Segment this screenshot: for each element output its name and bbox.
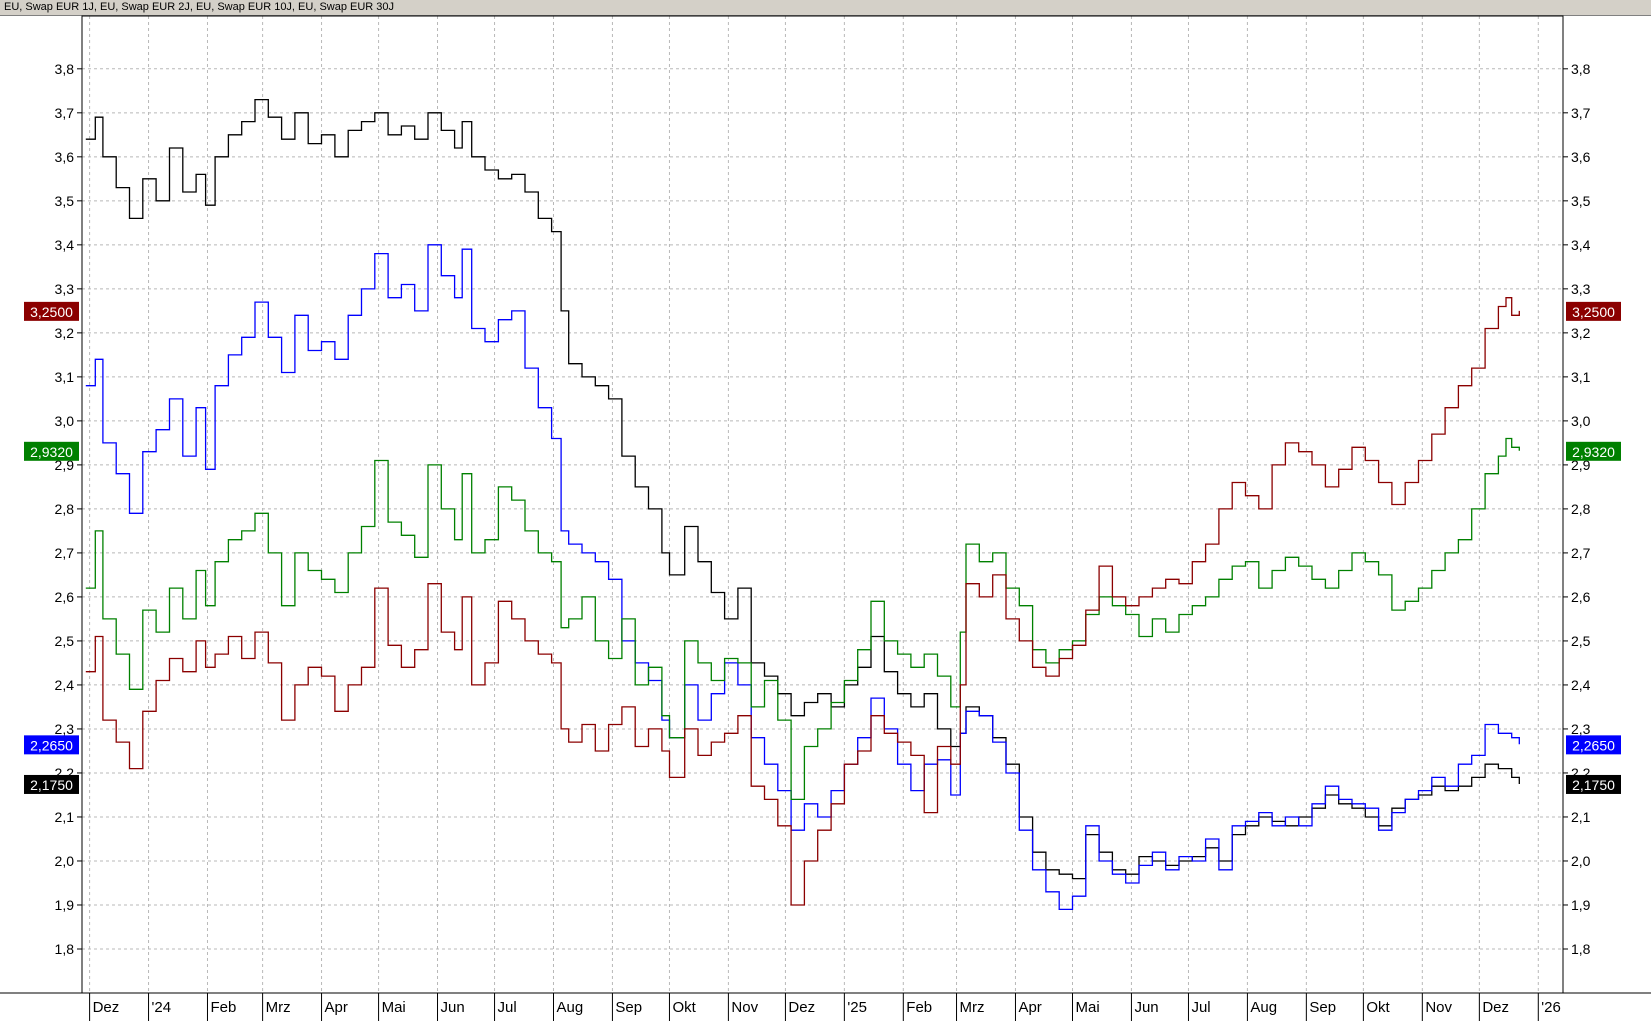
- y-tick-label-left: 3,0: [55, 413, 75, 429]
- value-label-layer: 2,1750 2,1750 2,2650 2,2650 2,9320 2,9320 3,25…: [24, 301, 1621, 794]
- x-tick-label: '26: [1541, 999, 1561, 1016]
- y-tick-label-right: 3,4: [1571, 237, 1591, 253]
- last-value-label-right: 2,9320: [1572, 444, 1615, 460]
- last-value-box-right: [1566, 735, 1621, 755]
- x-tick-label: Feb: [906, 999, 932, 1016]
- y-tick-label-left: 3,7: [55, 105, 75, 121]
- y-tick-label-left: 3,5: [55, 193, 75, 209]
- y-tick-label-right: 3,2: [1571, 325, 1591, 341]
- y-tick-label-left: 2,9: [55, 457, 75, 473]
- last-value-box-right: [1566, 301, 1621, 321]
- x-tick-label: Okt: [1366, 999, 1390, 1016]
- y-tick-label-left: 2,6: [55, 589, 75, 605]
- y-tick-label-left: 3,8: [55, 61, 75, 77]
- last-value-box-left: [24, 774, 79, 794]
- x-tick-label: Okt: [672, 999, 696, 1016]
- x-tick-label: Dez: [93, 999, 120, 1016]
- y-tick-label-right: 3,5: [1571, 193, 1591, 209]
- y-tick-label-right: 2,9: [1571, 457, 1591, 473]
- x-tick-label: Aug: [1250, 999, 1277, 1016]
- last-value-label-right: 3,2500: [1572, 304, 1615, 320]
- x-tick-label: Apr: [325, 999, 348, 1016]
- x-tick-label: Dez: [788, 999, 815, 1016]
- y-tick-label-right: 1,9: [1571, 897, 1591, 913]
- axis-layer: 1,8 1,81,9 1,92,0 2,02,1 2,12,2 2,22,3 2,32,4 2…: [55, 61, 1591, 1021]
- y-tick-label-right: 2,6: [1571, 589, 1591, 605]
- y-tick-label-right: 3,1: [1571, 369, 1591, 385]
- series-line-3: [85, 437, 1520, 801]
- y-tick-label-right: 3,8: [1571, 61, 1591, 77]
- y-tick-label-left: 2,4: [55, 677, 75, 693]
- series-line-4: [85, 297, 1520, 906]
- x-tick-label: Jul: [498, 999, 517, 1016]
- y-tick-label-right: 2,5: [1571, 633, 1591, 649]
- y-tick-label-right: 3,0: [1571, 413, 1591, 429]
- x-tick-label: Sep: [1309, 999, 1336, 1016]
- series-line-1: [85, 98, 1520, 880]
- x-tick-label: Jul: [1191, 999, 1210, 1016]
- y-tick-label-left: 2,7: [55, 545, 75, 561]
- x-tick-label: Nov: [731, 999, 758, 1016]
- x-tick-label: '24: [152, 999, 172, 1016]
- x-tick-label: Mai: [1076, 999, 1100, 1016]
- last-value-label-right: 2,1750: [1572, 777, 1615, 793]
- y-tick-label-right: 3,7: [1571, 105, 1591, 121]
- x-tick-label: Feb: [210, 999, 236, 1016]
- y-tick-label-left: 1,8: [55, 941, 75, 957]
- plot-frame: [0, 15, 1651, 994]
- series-caption: EU, Swap EUR 1J, EU, Swap EUR 2J, EU, Sw…: [4, 1, 395, 13]
- y-tick-label-left: 2,0: [55, 853, 75, 869]
- y-tick-label-right: 2,4: [1571, 677, 1591, 693]
- y-tick-label-left: 1,9: [55, 897, 75, 913]
- last-value-label-left: 3,2500: [30, 304, 73, 320]
- y-tick-label-left: 3,2: [55, 325, 75, 341]
- x-tick-label: Dez: [1482, 999, 1509, 1016]
- x-tick-label: Nov: [1425, 999, 1452, 1016]
- last-value-box-right: [1566, 441, 1621, 461]
- x-tick-label: Aug: [556, 999, 583, 1016]
- y-tick-label-left: 3,3: [55, 281, 75, 297]
- y-tick-label-left: 2,5: [55, 633, 75, 649]
- x-tick-label: Mrz: [266, 999, 291, 1016]
- y-tick-label-left: 3,4: [55, 237, 75, 253]
- last-value-label-right: 2,2650: [1572, 737, 1615, 753]
- x-tick-label: Apr: [1018, 999, 1041, 1016]
- last-value-box-left: [24, 735, 79, 755]
- last-value-box-right: [1566, 774, 1621, 794]
- last-value-box-left: [24, 301, 79, 321]
- x-tick-label: Jun: [1134, 999, 1158, 1016]
- y-tick-label-left: 3,1: [55, 369, 75, 385]
- last-value-box-left: [24, 441, 79, 461]
- y-tick-label-right: 2,1: [1571, 809, 1591, 825]
- y-tick-label-right: 2,0: [1571, 853, 1591, 869]
- y-tick-label-left: 2,1: [55, 809, 75, 825]
- x-tick-label: Jun: [441, 999, 465, 1016]
- y-tick-label-right: 3,6: [1571, 149, 1591, 165]
- y-tick-label-right: 2,3: [1571, 721, 1591, 737]
- last-value-label-left: 2,1750: [30, 777, 73, 793]
- x-tick-label: '25: [847, 999, 867, 1016]
- series-layer: [85, 98, 1520, 911]
- y-tick-label-left: 2,8: [55, 501, 75, 517]
- y-tick-label-right: 3,3: [1571, 281, 1591, 297]
- series-line-2: [85, 244, 1520, 911]
- y-tick-label-left: 2,3: [55, 721, 75, 737]
- grid-layer: [82, 16, 1563, 993]
- x-tick-label: Sep: [615, 999, 642, 1016]
- y-tick-label-right: 2,7: [1571, 545, 1591, 561]
- x-tick-label: Mrz: [960, 999, 985, 1016]
- y-tick-label-right: 1,8: [1571, 941, 1591, 957]
- last-value-label-left: 2,9320: [30, 444, 73, 460]
- y-tick-label-right: 2,8: [1571, 501, 1591, 517]
- y-tick-label-left: 3,6: [55, 149, 75, 165]
- last-value-label-left: 2,2650: [30, 737, 73, 753]
- plot-border: [81, 15, 1564, 994]
- x-tick-label: Mai: [382, 999, 406, 1016]
